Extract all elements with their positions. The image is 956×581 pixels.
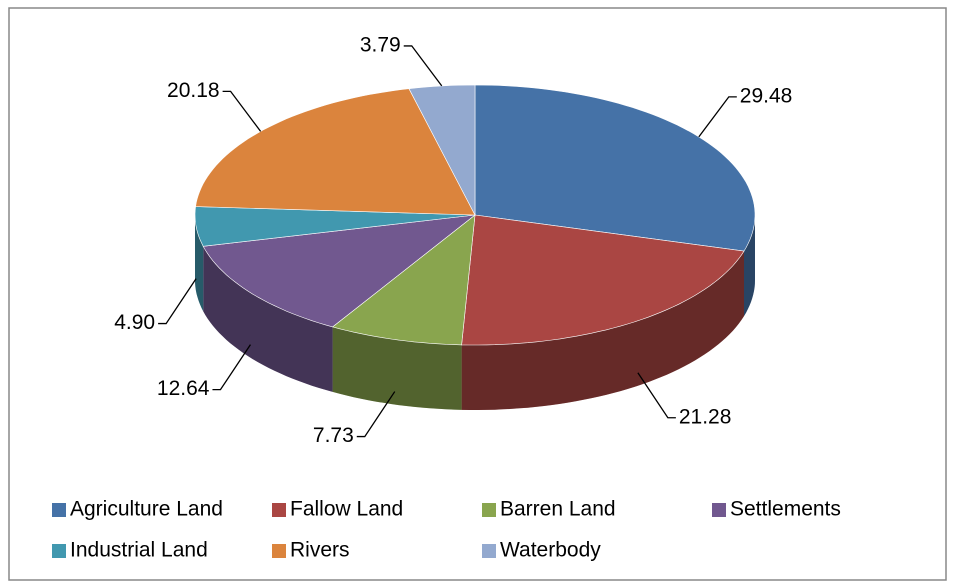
slice-side-shade [461,251,744,410]
slice-side [332,326,462,410]
data-label: 7.73 [313,424,354,447]
slice-side [461,251,744,410]
slice [202,214,477,328]
legend-label: Barren Land [500,498,616,521]
legend-label: Waterbody [500,539,601,562]
legend-label: Industrial Land [70,539,208,562]
slice [195,88,476,216]
data-label: 12.64 [157,377,210,400]
legend-swatch [712,503,726,517]
legend: Agriculture Land Fallow Land Barren Land Se… [52,498,841,562]
slice [474,84,756,252]
legend-swatch [482,544,496,558]
leader-line [222,90,262,132]
legend-swatch [52,544,66,558]
slice-side [744,215,755,317]
slice-side [195,215,204,312]
data-label: 29.48 [740,84,793,107]
legend-swatch [52,503,66,517]
leader-line [158,278,197,325]
legend-label: Rivers [290,539,350,562]
leader-line [212,344,251,391]
slice [194,206,476,247]
slice-side [203,246,333,392]
slice-side-shade [332,326,462,410]
leader-line [403,45,443,87]
legend-swatch [482,503,496,517]
legend-label: Settlements [730,498,841,521]
legend-label: Fallow Land [290,498,403,521]
legend-swatch [272,503,286,517]
slice-side-shade [744,215,755,317]
leader-line [356,391,396,438]
data-labels: 29.48 21.28 7.73 12.64 4.90 20.18 3.79 [114,33,792,447]
slice [331,214,476,346]
pie-sides [195,215,755,410]
pie-tops [194,84,756,346]
data-label: 3.79 [360,33,401,56]
slice [461,214,745,346]
legend-swatch [272,544,286,558]
slice-side-shade [203,246,333,392]
leader-line [637,372,676,419]
slice-side-shade [195,215,204,312]
legend-label: Agriculture Land [70,498,223,521]
data-label: 4.90 [114,311,155,334]
data-label: 20.18 [167,79,220,102]
leader-line [698,96,737,138]
data-label: 21.28 [679,405,732,428]
